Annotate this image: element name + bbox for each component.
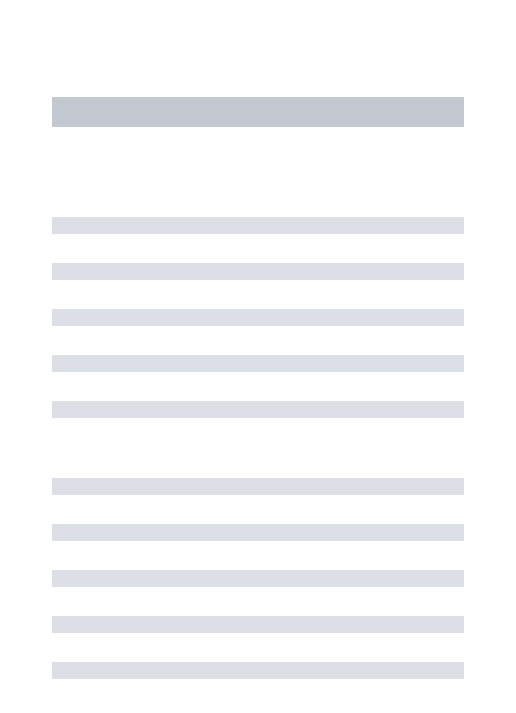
skeleton-line [52, 263, 464, 280]
skeleton-line [52, 570, 464, 587]
skeleton-line [52, 309, 464, 326]
skeleton-title-bar [52, 97, 464, 127]
skeleton-line [52, 217, 464, 234]
skeleton-line [52, 616, 464, 633]
skeleton-line [52, 524, 464, 541]
skeleton-line [52, 401, 464, 418]
skeleton-line [52, 662, 464, 679]
skeleton-line [52, 478, 464, 495]
skeleton-line [52, 355, 464, 372]
